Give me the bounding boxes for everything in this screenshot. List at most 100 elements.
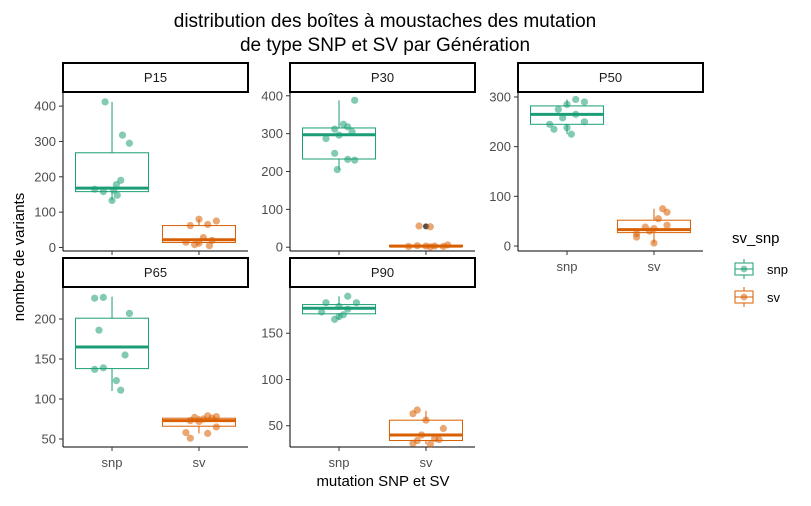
jitter-point	[418, 431, 426, 439]
jitter-point	[546, 120, 554, 128]
jitter-point	[95, 326, 103, 334]
y-tick-label: 100	[261, 372, 283, 387]
facet-strip-label: P50	[599, 70, 622, 85]
jitter-point	[331, 315, 339, 323]
y-axis-title: nombre de variants	[11, 193, 28, 321]
jitter-point	[99, 293, 107, 301]
x-tick-label: snp	[329, 455, 350, 470]
jitter-point	[318, 308, 326, 316]
jitter-point	[208, 414, 216, 422]
legend-label: snp	[767, 262, 788, 277]
jitter-point	[344, 155, 352, 163]
x-tick-label: snp	[557, 259, 578, 274]
panel-p30: P30 0 100 200 300 400	[261, 62, 476, 255]
y-tick-label: 200	[489, 139, 511, 154]
jitter-point	[663, 208, 671, 216]
jitter-point	[204, 429, 212, 437]
jitter-point	[439, 424, 447, 433]
jitter-point	[204, 220, 212, 229]
facet-strip	[62, 257, 249, 288]
x-tick-label: sv	[419, 455, 433, 470]
y-tick-label: 300	[34, 134, 56, 149]
y-tick-label: 100	[34, 205, 56, 220]
y-tick-label: 0	[49, 240, 56, 255]
y-tick-label: 300	[261, 126, 283, 141]
jitter-point	[426, 440, 434, 448]
jitter-point	[121, 351, 129, 359]
jitter-point	[182, 238, 190, 246]
jitter-point	[351, 156, 359, 164]
panel-p65: P65 50 100 150 200 snp sv	[34, 257, 249, 470]
panel-p50: P50 0 100 200 300 snp sv	[489, 62, 704, 274]
jitter-point	[580, 118, 589, 126]
box-iqr	[302, 127, 377, 160]
x-tick-label: sv	[647, 259, 661, 274]
box-snp	[302, 292, 377, 323]
jitter-point	[580, 98, 589, 106]
jitter-point	[186, 417, 194, 425]
jitter-point	[205, 242, 214, 250]
jitter-point	[331, 125, 339, 133]
legend-key-point	[740, 293, 748, 301]
jitter-point	[344, 305, 352, 313]
chart-title-line-2: de type SNP et SV par Génération	[240, 35, 530, 56]
facet-strip-label: P15	[144, 70, 167, 85]
jitter-point	[186, 221, 194, 230]
jitter-point	[199, 233, 207, 242]
jitter-point	[335, 131, 343, 139]
jitter-point	[344, 123, 352, 131]
y-tick-label: 300	[489, 89, 511, 104]
facet-strip	[517, 62, 704, 93]
jitter-point	[99, 364, 107, 372]
jitter-point	[550, 125, 558, 133]
jitter-point	[212, 423, 220, 431]
jitter-point	[415, 222, 423, 230]
jitter-point	[409, 439, 417, 447]
jitter-point	[195, 417, 203, 425]
jitter-point	[409, 410, 417, 418]
jitter-point	[195, 215, 203, 223]
x-tick-label: snp	[102, 455, 123, 470]
jitter-point	[404, 242, 413, 251]
y-tick-label: 150	[34, 352, 56, 367]
legend-label: sv	[767, 290, 781, 305]
y-tick-label: 150	[261, 326, 283, 341]
legend-key-sv: sv	[733, 286, 781, 308]
y-tick-label: 0	[504, 239, 511, 254]
box-iqr	[75, 317, 150, 370]
y-tick-label: 50	[42, 432, 56, 447]
facet-strip	[289, 62, 476, 93]
jitter-point	[663, 221, 671, 229]
y-tick-label: 200	[34, 312, 56, 327]
jitter-point	[435, 436, 443, 444]
jitter-point	[654, 215, 662, 223]
legend: sv_snp snp sv	[732, 230, 788, 308]
jitter-point	[422, 416, 430, 424]
jitter-point	[563, 100, 571, 109]
jitter-point	[439, 242, 447, 251]
box-snp	[75, 98, 150, 205]
facet-strip-label: P65	[144, 265, 167, 280]
jitter-point	[426, 223, 434, 231]
y-tick-label: 100	[261, 202, 283, 217]
jitter-point	[413, 242, 421, 250]
jitter-point	[91, 185, 99, 193]
box-sv	[388, 222, 463, 251]
jitter-point	[563, 124, 571, 132]
jitter-point	[646, 227, 654, 235]
y-tick-label: 200	[261, 164, 283, 179]
box-iqr	[616, 219, 691, 234]
jitter-point	[182, 429, 190, 437]
panel-p90: P90 50 100 150 snp sv	[261, 257, 476, 470]
jitter-point	[125, 309, 134, 317]
jitter-point	[331, 149, 339, 157]
jitter-point	[186, 434, 194, 442]
jitter-point	[118, 131, 127, 139]
jitter-point	[650, 239, 658, 247]
box-snp	[75, 293, 150, 394]
y-tick-label: 100	[34, 392, 56, 407]
box-snp	[302, 96, 377, 174]
jitter-point	[344, 292, 352, 300]
box-sv	[161, 412, 236, 442]
